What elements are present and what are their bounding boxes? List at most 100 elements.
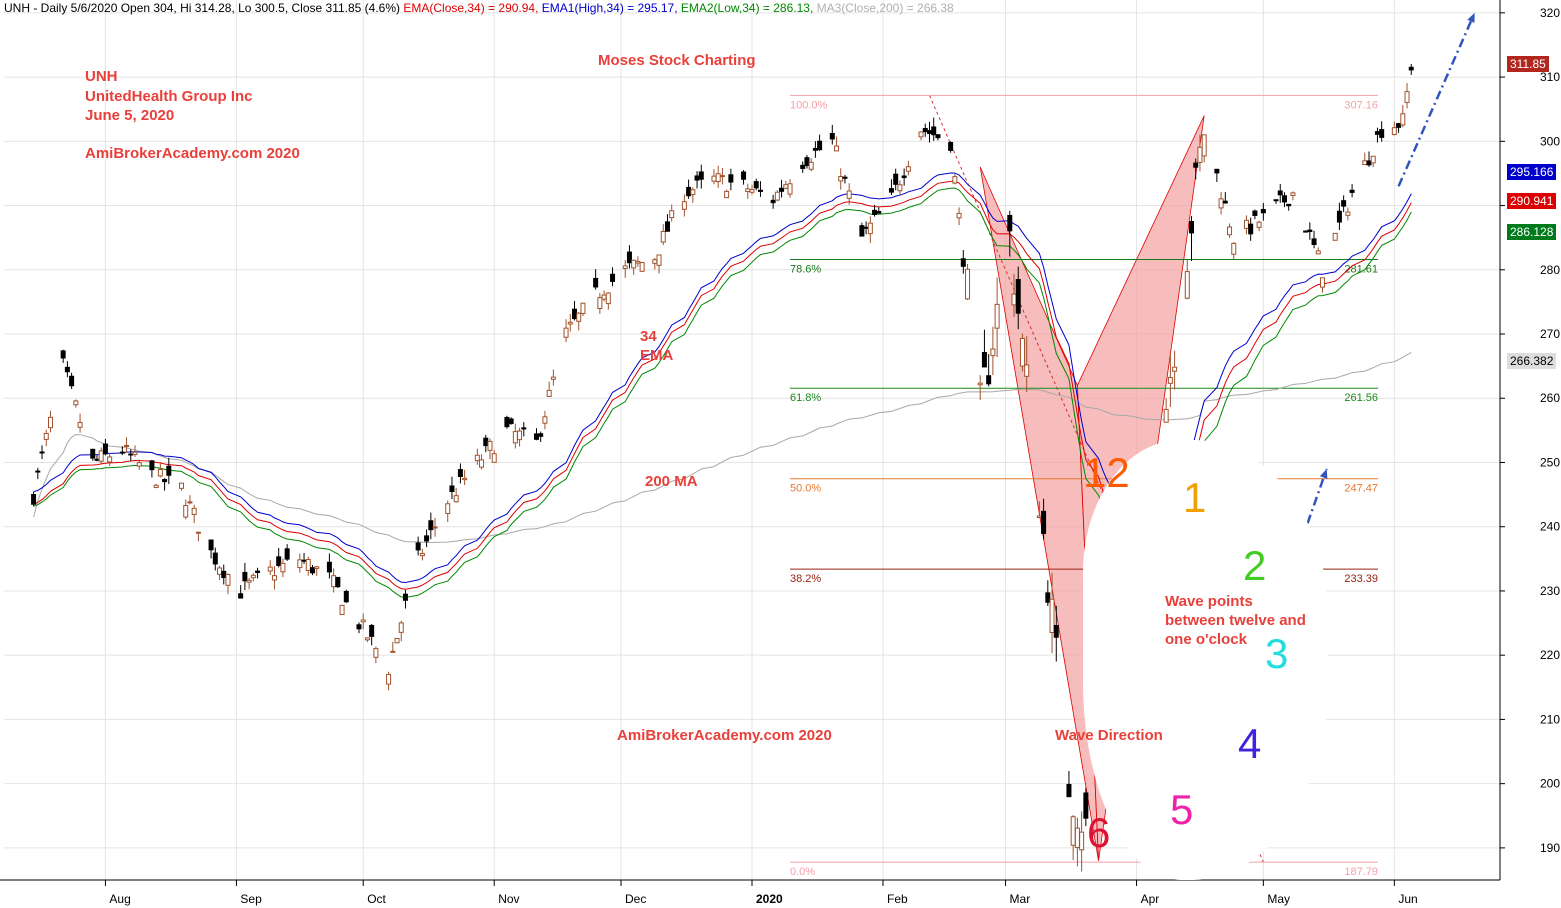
candle-down: [948, 142, 954, 151]
price-tag-ema-close: 290.941: [1507, 193, 1557, 209]
note-wave-points-2: between twelve and: [1165, 612, 1306, 629]
candle-up: [1201, 134, 1207, 157]
candle-down: [538, 433, 544, 437]
candle-up: [390, 650, 396, 653]
candle-down: [1379, 129, 1385, 138]
candle-down: [1303, 230, 1309, 233]
candle-down: [893, 173, 899, 185]
candle-up: [605, 292, 611, 305]
candle-down: [817, 140, 823, 151]
candle-up: [1315, 250, 1321, 255]
candle-down: [128, 453, 134, 456]
candle-up: [563, 327, 569, 338]
candle-up: [838, 175, 844, 182]
clock-number-6: 6: [1087, 809, 1111, 856]
candle-up: [73, 400, 79, 406]
candle-down: [1408, 66, 1414, 71]
candle-down: [356, 624, 362, 630]
candle-up: [419, 553, 425, 557]
candle-up: [597, 297, 603, 309]
candle-down: [1015, 279, 1021, 314]
candle-down: [1053, 624, 1059, 638]
candle-down: [931, 126, 937, 136]
note-site-top: AmiBrokerAcademy.com 2020: [85, 145, 300, 162]
clock-number-12: 12: [1083, 449, 1130, 496]
candle-up: [1163, 408, 1169, 423]
candle-down: [533, 433, 539, 440]
candle-up: [994, 303, 1000, 329]
candle-down: [1307, 229, 1313, 233]
x-tick-label: May: [1267, 892, 1290, 906]
candle-down: [829, 132, 835, 140]
candle-up: [153, 484, 159, 488]
fib-value-label: 233.39: [1344, 573, 1378, 585]
candle-up: [1404, 91, 1410, 103]
candle-down: [1341, 200, 1347, 207]
header-ema-high: EMA1(High,34) = 295.17,: [541, 1, 678, 15]
candle-up: [631, 259, 637, 269]
candle-down: [753, 181, 759, 189]
header-ema-low: EMA2(Low,34) = 286.13,: [680, 1, 814, 15]
candle-up: [1320, 277, 1326, 288]
candle-up: [580, 302, 586, 314]
candle-up: [622, 265, 628, 270]
x-tick-label: Dec: [625, 892, 646, 906]
candle-up: [1243, 219, 1249, 229]
y-tick-label: 300: [1540, 134, 1560, 148]
candle-down: [664, 221, 670, 232]
candle-up: [867, 222, 873, 235]
candle-up: [331, 575, 337, 588]
candle-up: [491, 453, 497, 463]
candle-up: [656, 254, 662, 266]
candle-up: [1197, 146, 1203, 163]
fib-pct-label: 100.0%: [790, 99, 828, 111]
x-tick-label: Aug: [109, 892, 130, 906]
candle-up: [187, 501, 193, 504]
header-symbol-info: UNH - Daily 5/6/2020 Open 304, Hi 314.28…: [4, 1, 401, 15]
candle-down: [1396, 123, 1402, 128]
candle-down: [424, 535, 430, 542]
candle-down: [208, 539, 214, 551]
candle-down: [242, 571, 248, 582]
candle-up: [601, 294, 607, 300]
candle-up: [1227, 226, 1233, 236]
note-ema: EMA: [640, 347, 674, 364]
y-tick-label: 190: [1540, 841, 1560, 855]
candle-down: [119, 451, 125, 454]
candle-down: [804, 157, 810, 167]
candle-down: [1083, 792, 1089, 819]
wave-arrow-head: [1467, 12, 1475, 23]
candle-up: [132, 451, 138, 456]
candle-down: [1252, 210, 1258, 216]
candle-up: [512, 431, 518, 444]
note-200ma: 200 MA: [645, 473, 698, 490]
candle-up: [965, 268, 971, 300]
candle-up: [43, 432, 49, 440]
candle-down: [301, 559, 307, 562]
candle-up: [550, 376, 556, 380]
candle-down: [1374, 131, 1380, 135]
candle-up: [652, 259, 658, 264]
header-ema-close: EMA(Close,34) = 290.94,: [403, 1, 539, 15]
candle-down: [1311, 238, 1317, 246]
candle-up: [1362, 160, 1368, 166]
candle-up: [517, 430, 523, 441]
candle-down: [1193, 162, 1199, 168]
candle-down: [221, 570, 227, 579]
candle-up: [453, 495, 459, 503]
y-tick-label: 280: [1540, 263, 1560, 277]
candle-down: [610, 273, 616, 282]
candle-down: [60, 350, 66, 359]
candle-down: [212, 552, 218, 565]
candle-down: [863, 226, 869, 229]
candle-down: [402, 593, 408, 601]
candle-down: [922, 127, 928, 133]
x-tick-label: Oct: [367, 892, 386, 906]
candle-up: [1049, 598, 1055, 634]
candle-up: [1400, 113, 1406, 126]
candle-down: [94, 458, 100, 461]
candle-up: [373, 648, 379, 658]
candle-down: [457, 469, 463, 477]
candle-down: [1066, 783, 1072, 798]
candle-down: [69, 375, 75, 387]
